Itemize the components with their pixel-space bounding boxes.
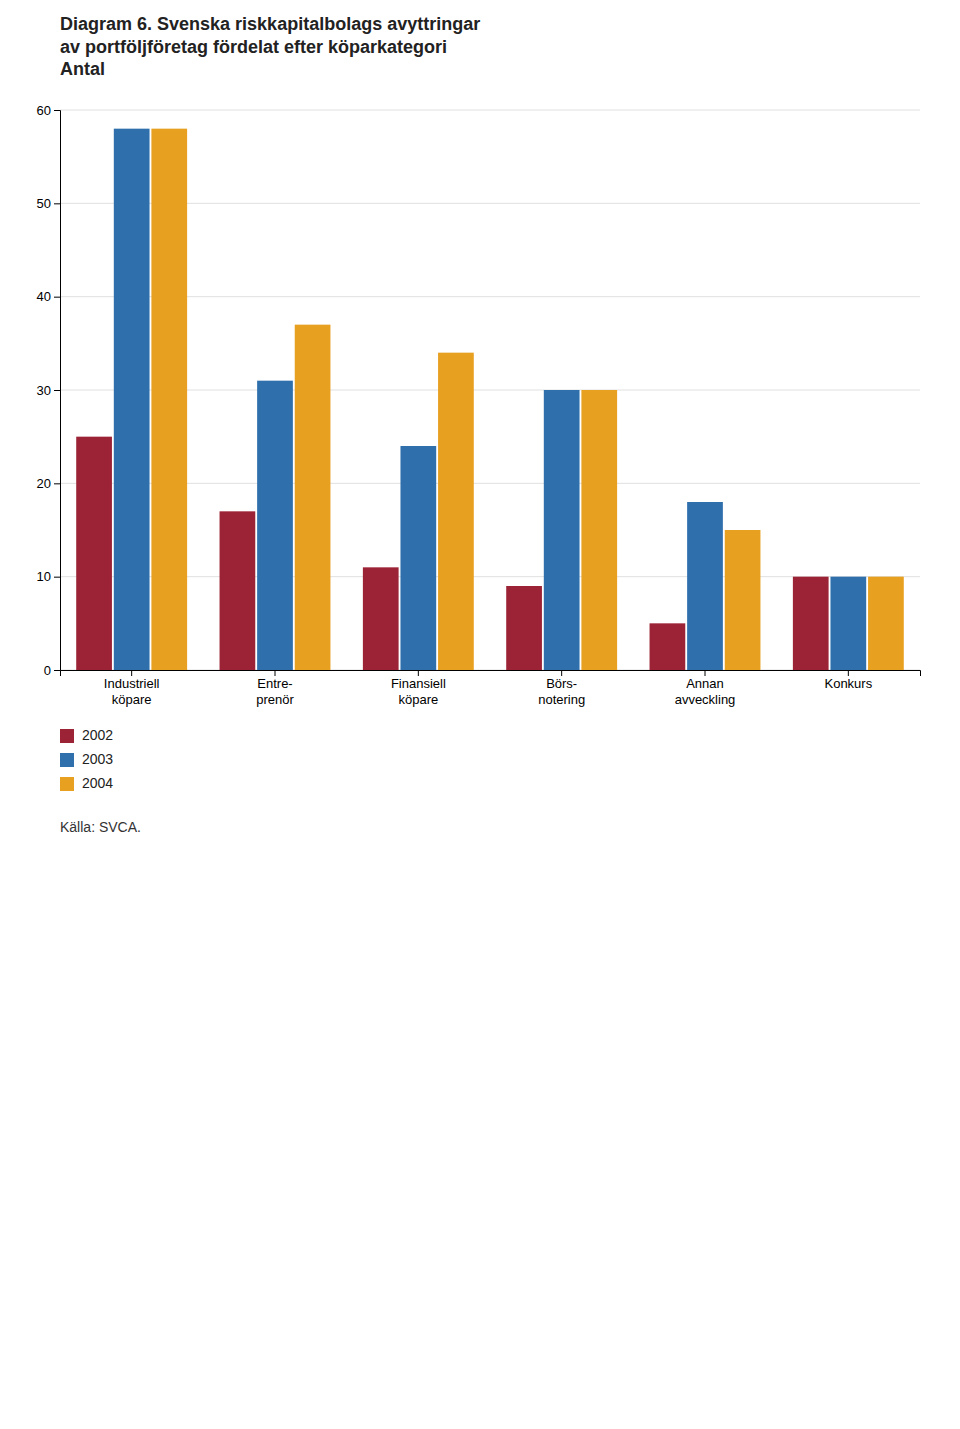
y-tick-mark [54, 297, 60, 298]
bar [793, 577, 829, 670]
legend-item: 2003 [60, 751, 113, 767]
y-tick-label: 50 [37, 196, 51, 211]
bar [830, 577, 866, 670]
bar [581, 390, 617, 670]
y-tick: 60 [37, 103, 60, 118]
bar [76, 437, 112, 670]
x-tick-label: Börs-notering [538, 676, 585, 707]
grid-line [60, 483, 920, 484]
y-tick-label: 20 [37, 476, 51, 491]
legend-item: 2004 [60, 775, 113, 791]
x-tick-mark [705, 670, 706, 676]
bar [506, 586, 542, 670]
y-tick-label: 0 [44, 663, 51, 678]
x-axis-line [61, 671, 921, 677]
x-tick-label: Entre-prenör [256, 676, 294, 707]
bar [687, 502, 723, 670]
x-tick: Konkurs [824, 670, 872, 691]
title: Diagram 6. Svenska riskkapitalbolags avy… [60, 14, 480, 79]
y-tick-mark [54, 203, 60, 204]
x-tick-label: Industriellköpare [104, 676, 160, 707]
legend-label: 2004 [82, 775, 113, 791]
y-tick: 10 [37, 569, 60, 584]
x-tick: Börs-notering [538, 670, 585, 707]
bar [544, 390, 580, 670]
x-tick-mark [561, 670, 562, 676]
bar [363, 567, 399, 670]
grid-line [60, 296, 920, 297]
grid [60, 110, 920, 670]
y-axis-line [54, 111, 61, 671]
x-tick-label: Finansiellköpare [391, 676, 446, 707]
x-tick-mark [275, 670, 276, 676]
x-tick-mark [848, 670, 849, 676]
legend-swatch [60, 753, 74, 767]
annotation: Källa: SVCA. [60, 819, 141, 835]
bar [400, 446, 436, 670]
x-tick: Industriellköpare [104, 670, 160, 707]
y-tick-mark [54, 577, 60, 578]
bar [650, 623, 686, 670]
x-tick-mark [418, 670, 419, 676]
legend-label: 2003 [82, 751, 113, 767]
y-tick: 30 [37, 383, 60, 398]
legend: 2002 2003 2004 [60, 727, 113, 791]
legend-item: 2002 [60, 727, 113, 743]
bar [295, 325, 331, 670]
x-tick: Annanavveckling [675, 670, 736, 707]
bars [76, 129, 904, 670]
y-tick: 50 [37, 196, 60, 211]
grid-line [60, 110, 920, 111]
y-tick-mark [54, 110, 60, 111]
grid-line [60, 390, 920, 391]
y-tick-label: 10 [37, 569, 51, 584]
x-tick-label: Konkurs [824, 676, 872, 691]
y-tick-label: 30 [37, 383, 51, 398]
bar [725, 530, 761, 670]
y-tick-label: 60 [37, 103, 51, 118]
y-tick: 40 [37, 289, 60, 304]
bar-series [114, 129, 866, 670]
legend-swatch [60, 777, 74, 791]
y-axis: 0 10 20 30 40 50 60 [37, 103, 61, 678]
x-tick: Finansiellköpare [391, 670, 446, 707]
bar [438, 353, 474, 670]
y-tick-mark [54, 670, 60, 671]
bar [114, 129, 150, 670]
grid-line [60, 576, 920, 577]
legend-swatch [60, 729, 74, 743]
chart: Diagram 6. Svenska riskkapitalbolags avy… [0, 0, 960, 1429]
x-tick-label: Annanavveckling [675, 676, 736, 707]
y-tick: 20 [37, 476, 60, 491]
y-tick-mark [54, 483, 60, 484]
bar [151, 129, 187, 670]
y-tick-mark [54, 390, 60, 391]
y-tick-label: 40 [37, 289, 51, 304]
x-tick: Entre-prenör [256, 670, 294, 707]
bar [257, 381, 293, 670]
x-tick-mark [131, 670, 132, 676]
bar [868, 577, 904, 670]
bar-series [151, 129, 903, 670]
bar [220, 511, 256, 670]
legend-label: 2002 [82, 727, 113, 743]
y-tick: 0 [44, 663, 60, 678]
x-axis: Industriellköpare Entre-prenör Finansiellk… [61, 670, 921, 707]
plot: 0 10 20 30 40 50 60 Industriellköpare Entre-pren… [37, 103, 921, 707]
grid-line [60, 203, 920, 204]
